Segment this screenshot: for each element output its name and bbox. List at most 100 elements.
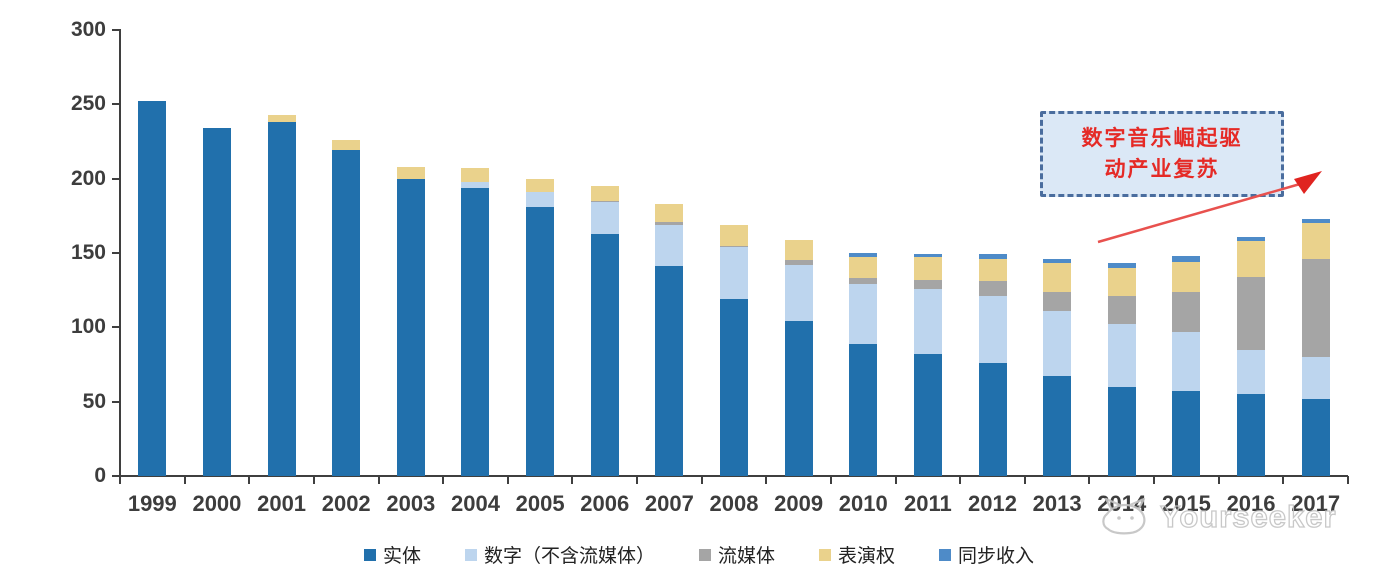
legend-item: 数字（不含流媒体） — [464, 541, 655, 568]
bar-segment — [1237, 241, 1266, 277]
y-tick — [112, 326, 120, 329]
x-tick-label: 2013 — [1032, 491, 1082, 516]
y-tick-label: 150 — [70, 241, 106, 264]
bar-segment — [849, 344, 878, 476]
bar-1999 — [138, 101, 167, 476]
bar-segment — [1107, 387, 1136, 476]
bar-segment — [720, 246, 748, 247]
bar-segment — [655, 204, 684, 222]
x-tick-label: 2011 — [904, 491, 952, 516]
bar-2006 — [590, 186, 619, 476]
x-tick — [894, 476, 897, 484]
bar-segment — [1043, 292, 1072, 311]
bar-segment — [1237, 350, 1266, 394]
x-tick — [1282, 476, 1285, 484]
x-tick — [571, 476, 574, 484]
bar-segment — [978, 281, 1007, 296]
x-tick-label: 2000 — [192, 491, 242, 516]
x-tick-label: 2017 — [1291, 491, 1341, 516]
x-tick-label: 2004 — [450, 491, 500, 516]
bar-2016 — [1237, 237, 1266, 476]
y-tick-label: 100 — [70, 315, 106, 339]
x-tick — [183, 476, 186, 484]
x-tick — [1347, 476, 1349, 484]
bar-segment — [590, 186, 619, 201]
y-tick — [112, 475, 120, 477]
bar-2014 — [1107, 263, 1136, 476]
bar-segment — [913, 280, 942, 289]
x-tick — [1088, 476, 1091, 484]
x-tick — [312, 476, 315, 484]
bar-segment — [396, 179, 425, 476]
bar-segment — [1172, 256, 1201, 262]
x-tick — [506, 476, 509, 484]
y-tick — [112, 103, 120, 106]
bar-segment — [1043, 263, 1072, 292]
annotation-text-line1: 数字音乐崛起驱 — [1081, 126, 1243, 150]
y-tick-label: 300 — [70, 18, 106, 41]
x-tick — [248, 476, 251, 484]
bar-segment — [332, 150, 361, 476]
bar-2009 — [784, 240, 813, 476]
bar-2013 — [1043, 259, 1072, 476]
x-tick-label: 2015 — [1161, 491, 1211, 516]
bar-segment — [720, 299, 748, 476]
legend-label: 同步收入 — [958, 546, 1035, 567]
annotation-text-line2: 动产业复苏 — [1104, 158, 1220, 181]
y-axis-line — [119, 29, 121, 477]
bar-segment — [1301, 219, 1330, 223]
bar-segment — [720, 225, 748, 246]
x-tick — [959, 476, 962, 484]
bar-segment — [913, 254, 942, 257]
bar-segment — [1107, 296, 1136, 324]
bar-segment — [267, 115, 296, 122]
bar-segment — [332, 140, 361, 150]
y-tick-label: 0 — [94, 464, 106, 487]
x-tick-label: 2016 — [1226, 491, 1276, 516]
bar-segment — [526, 192, 555, 207]
bar-2012 — [978, 254, 1007, 476]
bar-segment — [267, 122, 296, 476]
x-tick — [1153, 476, 1156, 484]
bar-segment — [1043, 259, 1072, 263]
x-tick-label: 2006 — [580, 491, 630, 516]
bar-segment — [849, 278, 878, 284]
x-tick-label: 2014 — [1097, 491, 1147, 516]
x-tick-label: 2009 — [774, 491, 824, 516]
y-tick — [112, 400, 120, 403]
bar-segment — [849, 284, 878, 344]
legend: 实体 数字（不含流媒体） 流媒体 表演权 同步收入 — [0, 541, 1398, 568]
bar-2010 — [849, 253, 878, 476]
y-tick — [112, 252, 120, 254]
bar-segment — [1107, 324, 1136, 387]
bar-segment — [1301, 259, 1330, 357]
x-tick-label: 2010 — [838, 491, 888, 516]
legend-label: 流媒体 — [717, 546, 775, 567]
bar-segment — [913, 354, 942, 476]
y-tick-label: 250 — [70, 92, 106, 116]
x-tick-label: 2003 — [386, 491, 436, 516]
x-tick — [1217, 476, 1220, 484]
bar-2000 — [202, 128, 231, 476]
bar-segment — [784, 260, 813, 265]
bar-segment — [138, 101, 167, 476]
bar-segment — [655, 266, 684, 476]
watermark-text: Yourseeker — [1159, 498, 1337, 534]
bar-segment — [1237, 277, 1266, 350]
x-tick-label: 2005 — [515, 491, 565, 516]
bar-2007 — [655, 204, 684, 476]
y-tick — [112, 29, 120, 31]
bar-segment — [1107, 268, 1136, 296]
bar-segment — [784, 240, 813, 260]
bar-segment — [1301, 223, 1330, 259]
x-tick-label: 2001 — [257, 491, 307, 516]
bar-segment — [1172, 391, 1201, 476]
bar-segment — [655, 225, 684, 266]
bar-segment — [913, 289, 942, 354]
x-tick-label: 2008 — [709, 491, 759, 516]
bar-segment — [396, 167, 425, 179]
legend-swatch-icon — [698, 548, 711, 561]
bar-2003 — [396, 167, 425, 476]
x-tick — [636, 476, 639, 484]
bar-segment — [526, 207, 555, 476]
